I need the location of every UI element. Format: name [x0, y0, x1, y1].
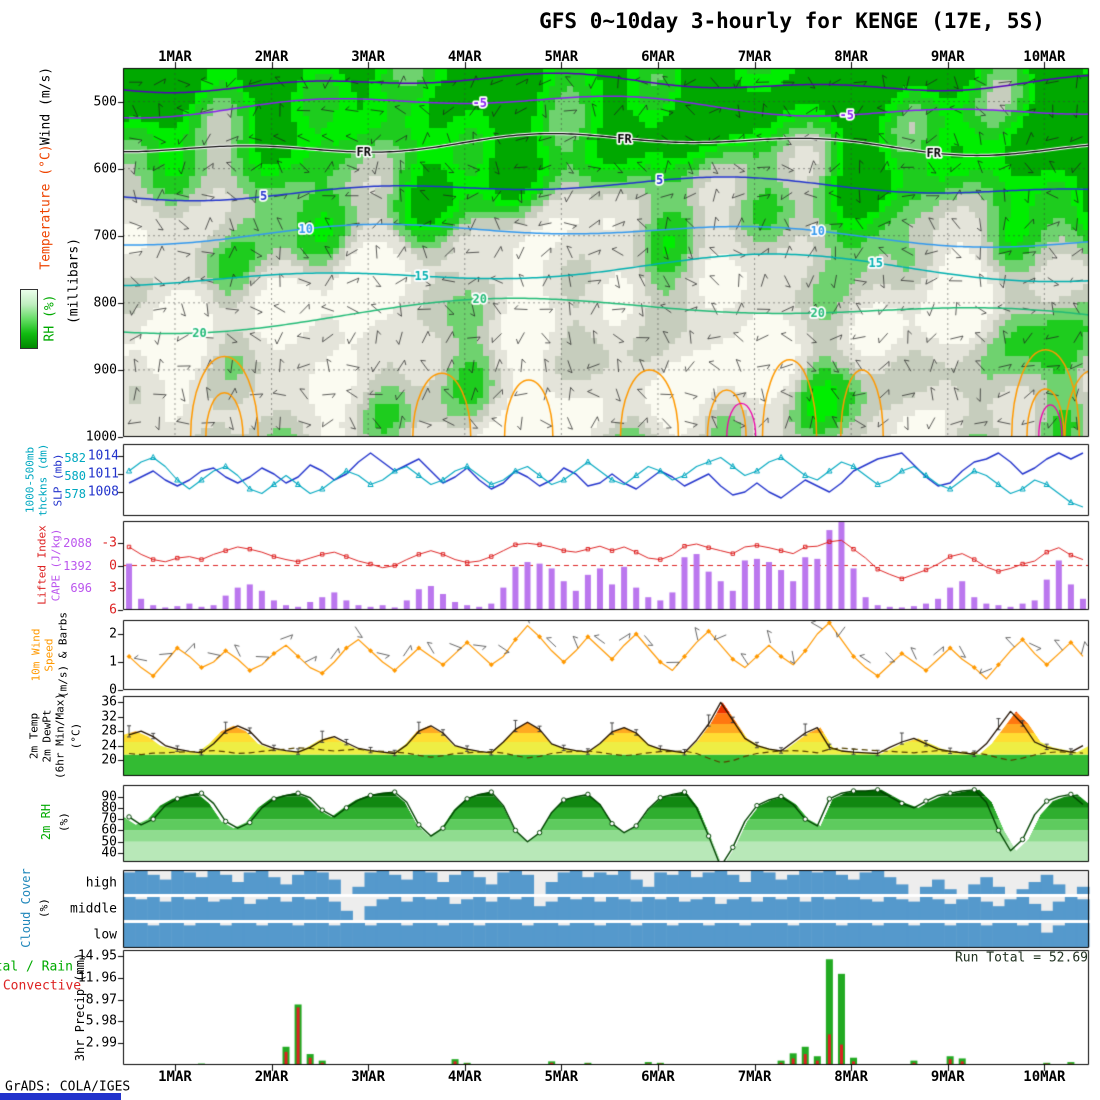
x-axis-label-top-8MAR: 8MAR — [834, 49, 869, 65]
tick-cape-1392: 1392 — [63, 558, 92, 573]
tick-pressure-1000: 1000 — [85, 429, 117, 445]
axis-title-cloud-units: (%) — [37, 898, 51, 918]
rh-colorbar — [20, 289, 38, 349]
x-axis-label-bottom-10MAR: 10MAR — [1023, 1069, 1066, 1085]
axis-title-slp: SLP (mb) — [51, 453, 65, 507]
tick-temp2m-24: 24 — [101, 738, 117, 754]
tick-pressure-900: 900 — [93, 362, 117, 378]
x-axis-label-bottom-6MAR: 6MAR — [641, 1069, 675, 1085]
grads-footer-bar — [0, 1093, 121, 1100]
axis-title-2m-rh-units: (%) — [57, 812, 71, 832]
x-axis-label-bottom-4MAR: 4MAR — [447, 1069, 482, 1085]
tick-precip-11.96: 11.96 — [77, 970, 117, 986]
tick-precip-2.99: 2.99 — [85, 1035, 117, 1051]
label-total-rain: Total / Rain — [0, 959, 73, 975]
page-title: GFS 0~10day 3-hourly for KENGE (17E, 5S) — [539, 9, 1045, 33]
x-axis-label-bottom-9MAR: 9MAR — [930, 1069, 965, 1085]
x-axis-label-bottom-8MAR: 8MAR — [834, 1069, 869, 1085]
tick-pressure-600: 600 — [93, 161, 117, 177]
x-axis-label-top-9MAR: 9MAR — [930, 49, 965, 65]
tick-slp-1008: 1008 — [87, 484, 119, 500]
tick-slp-1014: 1014 — [87, 448, 119, 464]
axis-title-2m-dewpt: 2m DewPt — [40, 709, 54, 763]
axis-title-10m-speed: Speed — [42, 638, 56, 672]
axis-title-cloud-cover: Cloud Cover — [19, 868, 33, 948]
tick-lifted-index-6: 6 — [109, 602, 117, 618]
tick-temp2m-28: 28 — [101, 723, 117, 739]
axis-title-3hr-precip: 3hr Precip (mm) — [73, 952, 87, 1062]
tick-pressure-800: 800 — [93, 295, 117, 311]
tick-rh2m-70: 70 — [101, 811, 117, 827]
tick-thickness-582: 582 — [64, 450, 86, 465]
axis-title-millibars: (millibars) — [66, 237, 82, 325]
x-axis-label-bottom-5MAR: 5MAR — [544, 1069, 579, 1085]
tick-rh2m-90: 90 — [101, 789, 117, 805]
axis-title-10m-wind: 10m Wind — [29, 628, 43, 682]
tick-rh2m-60: 60 — [101, 822, 117, 838]
tick-lifted-index-3: 3 — [109, 580, 117, 596]
label-convective: Convective — [2, 978, 82, 994]
axis-title-minmax: (6hr Min/Max) — [53, 692, 67, 780]
axis-title-cape: CAPE (J/kg) — [49, 528, 63, 602]
tick-lifted-index--3: -3 — [101, 535, 117, 551]
tick-cloud-low: low — [93, 927, 117, 943]
axis-title-2m-temp: 2m Temp — [27, 712, 41, 760]
axis-title-thickness-1: 1000-500mb — [23, 446, 37, 514]
tick-wind10m-0: 0 — [109, 682, 117, 698]
x-axis-label-bottom-1MAR: 1MAR — [158, 1069, 192, 1085]
tick-cape-2088: 2088 — [63, 536, 92, 551]
axis-title-rh-shading: RH (%) — [42, 294, 58, 342]
x-axis-label-bottom-3MAR: 3MAR — [351, 1069, 386, 1085]
tick-precip-8.97: 8.97 — [85, 992, 117, 1008]
axis-title-wind-units: (m/s) & Barbs — [56, 611, 70, 699]
x-axis-label-top-3MAR: 3MAR — [351, 49, 386, 65]
tick-lifted-index-0: 0 — [109, 558, 117, 573]
run-total-label: Run Total = 52.69 — [954, 950, 1088, 966]
tick-slp-1011: 1011 — [87, 466, 119, 482]
x-axis-label-top-5MAR: 5MAR — [544, 49, 579, 65]
tick-wind10m-1: 1 — [109, 654, 117, 670]
tick-temp2m-32: 32 — [101, 709, 117, 725]
x-axis-label-top-4MAR: 4MAR — [447, 49, 482, 65]
tick-rh2m-40: 40 — [101, 845, 117, 861]
tick-wind10m-2: 2 — [109, 626, 117, 642]
tick-temp2m-36: 36 — [101, 694, 117, 710]
tick-pressure-700: 700 — [93, 228, 117, 244]
grads-footer: GrADS: COLA/IGES — [5, 1079, 131, 1095]
axis-title-thickness-2: thckns (dm) — [36, 443, 50, 517]
tick-thickness-578: 578 — [64, 486, 86, 501]
x-axis-label-top-10MAR: 10MAR — [1023, 49, 1066, 65]
tick-pressure-500: 500 — [93, 94, 117, 110]
x-axis-label-top-1MAR: 1MAR — [158, 49, 192, 65]
axis-title-wind: Wind (m/s) — [38, 66, 54, 146]
tick-rh2m-80: 80 — [101, 800, 117, 816]
tick-cape-696: 696 — [70, 580, 92, 595]
x-axis-label-bottom-7MAR: 7MAR — [737, 1069, 772, 1085]
x-axis-label-top-7MAR: 7MAR — [737, 49, 772, 65]
x-axis-label-top-6MAR: 6MAR — [641, 49, 675, 65]
axis-title-lifted-index: Lifted Index — [35, 525, 49, 605]
axis-title-temp-units: (°C) — [69, 722, 83, 750]
tick-temp2m-20: 20 — [101, 752, 117, 768]
tick-rh2m-50: 50 — [101, 834, 117, 850]
tick-cloud-high: high — [85, 875, 117, 891]
axis-title-temperature: Temperature (°C) — [38, 144, 54, 270]
tick-precip-5.98: 5.98 — [85, 1013, 117, 1029]
tick-cloud-middle: middle — [70, 901, 117, 917]
x-axis-label-top-2MAR: 2MAR — [254, 49, 289, 65]
tick-thickness-580: 580 — [64, 468, 86, 483]
x-axis-label-bottom-2MAR: 2MAR — [254, 1069, 289, 1085]
tick-precip-14.95: 14.95 — [77, 948, 117, 964]
axis-title-2m-rh: 2m RH — [39, 803, 53, 841]
